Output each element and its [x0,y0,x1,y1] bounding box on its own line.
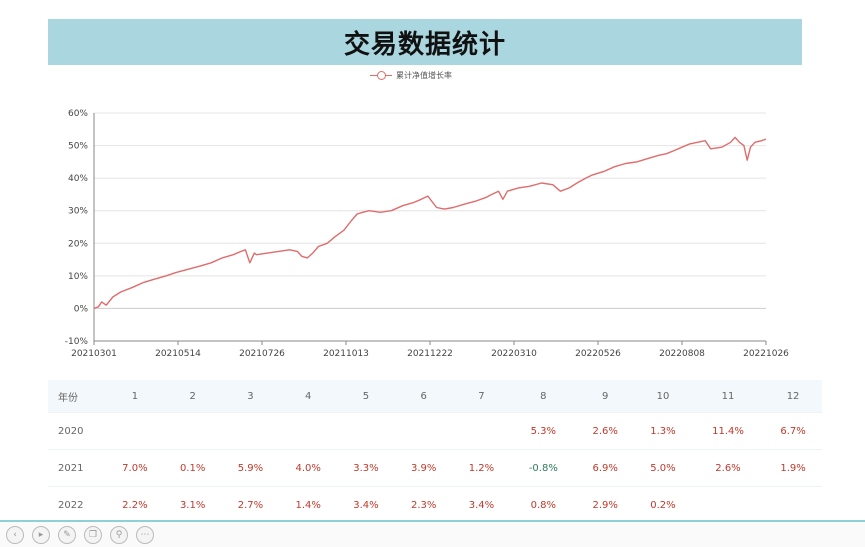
return-cell: 1.9% [764,449,822,487]
table-row: 2020 5.3% 2.6% 1.3% 11.4% 6.7% [48,412,822,450]
column-header: 8 [510,380,577,413]
return-cell: 3.9% [394,449,453,487]
return-cell [337,412,395,450]
y-tick-label: -10% [65,337,89,347]
column-header: 6 [394,380,453,413]
return-cell: 5.9% [221,449,280,487]
return-cell: 3.4% [337,486,395,524]
x-tick-label: 20211013 [323,349,369,359]
return-cell: 3.1% [163,486,222,524]
return-cell: 6.9% [576,449,635,487]
return-cell: 11.4% [691,412,765,450]
page-title: 交易数据统计 [343,29,506,60]
return-cell [764,486,822,524]
y-tick-label: 0% [74,304,89,314]
prev-icon[interactable]: ‹ [6,525,24,544]
chart-legend[interactable]: 累计净值增长率 [370,68,452,82]
column-header: 12 [764,380,822,413]
y-tick-label: 60% [68,109,88,119]
return-cell: 3.3% [337,449,395,487]
return-cell [279,412,338,450]
return-cell: 1.2% [452,449,511,487]
return-cell: 1.3% [634,412,692,450]
monthly-returns-table: 年份 1 2 3 4 5 6 7 8 9 10 11 12 2020 5.3% 2.6% 1.3% 11.4% 6.… [48,380,822,524]
x-tick-label: 20210726 [239,349,285,359]
line-chart: 60% 50% 40% 30% 20% 10% 0% -10% 20210301 2021051… [65,109,789,359]
column-header: 2 [163,380,222,413]
column-header: 1 [106,380,164,413]
year-cell: 2022 [48,486,106,524]
year-cell: 2020 [48,412,106,450]
y-axis: 60% 50% 40% 30% 20% 10% 0% -10% [65,109,89,347]
return-cell [106,412,164,450]
return-cell: 6.7% [764,412,822,450]
return-cell: 2.9% [576,486,635,524]
chart-grid [93,112,766,342]
table-row: 2021 7.0% 0.1% 5.9% 4.0% 3.3% 3.9% 1.2% -0.8% 6.9… [48,449,822,487]
column-header: 5 [337,380,395,413]
return-cell: 2.6% [691,449,765,487]
more-icon[interactable]: ⋯ [136,525,154,544]
column-header: 年份 [48,380,106,413]
x-tick-label: 20210514 [155,349,201,359]
column-header: 10 [634,380,692,413]
return-cell: 4.0% [279,449,338,487]
table-header-row: 年份 1 2 3 4 5 6 7 8 9 10 11 12 [48,380,822,413]
column-header: 11 [691,380,765,413]
return-cell: 0.8% [510,486,577,524]
column-header: 3 [221,380,280,413]
legend-marker-icon [370,69,392,81]
return-cell: 0.1% [163,449,222,487]
x-tick-label: 20220526 [575,349,621,359]
return-cell: 5.3% [510,412,577,450]
return-cell: 7.0% [106,449,164,487]
return-cell: 2.6% [576,412,635,450]
y-tick-label: 10% [68,272,88,282]
x-tick-label: 20211222 [407,349,453,359]
play-icon[interactable]: ▸ [32,525,50,544]
y-tick-label: 30% [68,207,88,217]
series-line [93,136,767,310]
x-tick-label: 20220808 [659,349,705,359]
return-cell: 3.4% [452,486,511,524]
return-cell: 2.2% [106,486,164,524]
return-cell [163,412,222,450]
x-tick-label: 20210301 [71,349,117,359]
column-header: 7 [452,380,511,413]
return-cell: 5.0% [634,449,692,487]
return-cell [691,486,765,524]
x-axis: 20210301 20210514 20210726 20211013 20211222… [71,340,789,359]
return-cell [452,412,511,450]
pen-icon[interactable]: ✎ [58,525,76,544]
return-cell: 1.4% [279,486,338,524]
y-tick-label: 40% [68,174,88,184]
column-header: 9 [576,380,635,413]
y-tick-label: 20% [68,239,88,249]
slide-toolbar: ‹ ▸ ✎ ❐ ⚲ ⋯ [0,520,865,547]
column-header: 4 [279,380,338,413]
copy-icon[interactable]: ❐ [84,525,102,544]
return-cell [221,412,280,450]
legend-label: 累计净值增长率 [396,70,452,80]
return-cell: 0.2% [634,486,692,524]
return-cell: 2.3% [394,486,453,524]
y-tick-label: 50% [68,142,88,152]
return-cell: -0.8% [510,449,577,487]
return-cell: 2.7% [221,486,280,524]
chart-series [93,136,767,310]
zoom-icon[interactable]: ⚲ [110,525,128,544]
year-cell: 2021 [48,449,106,487]
title-banner: 交易数据统计 [48,19,802,65]
x-tick-label: 20221026 [743,349,789,359]
x-tick-label: 20220310 [491,349,537,359]
table-row: 2022 2.2% 3.1% 2.7% 1.4% 3.4% 2.3% 3.4% 0.8% 2.9%… [48,486,822,524]
return-cell [394,412,453,450]
